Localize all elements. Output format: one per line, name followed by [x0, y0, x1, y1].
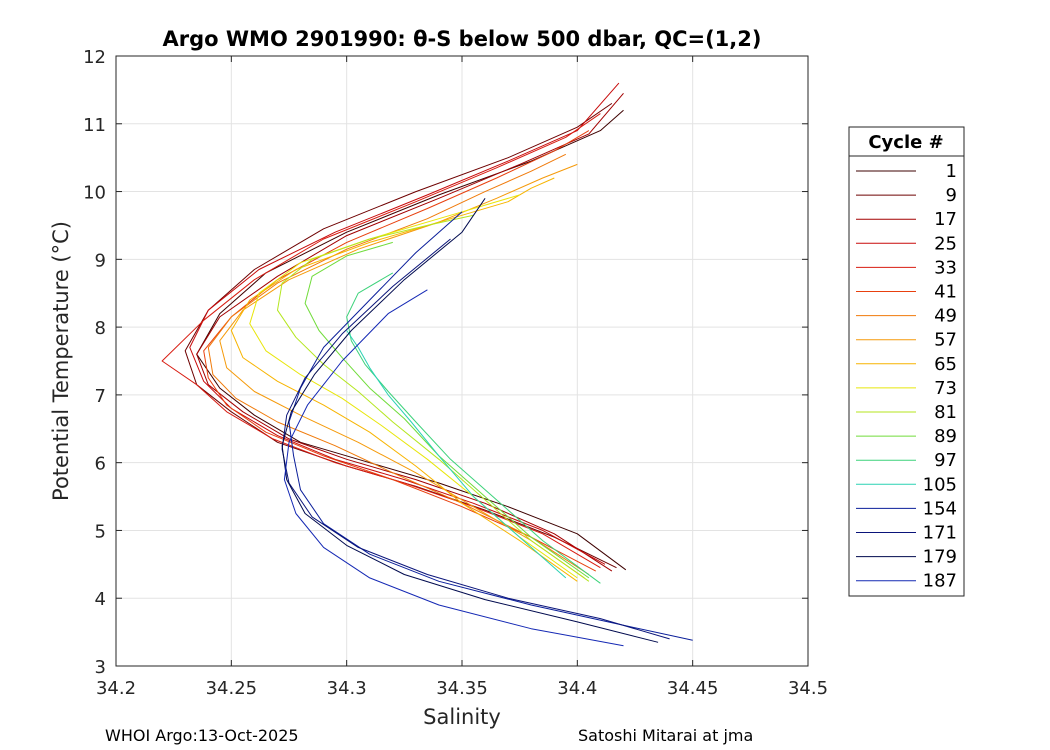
y-tick-label: 7	[95, 386, 106, 407]
chart-title: Argo WMO 2901990: θ-S below 500 dbar, QC…	[163, 27, 762, 51]
y-axis-label: Potential Temperature (°C)	[49, 221, 73, 501]
tick-layer: 34.2 34.25 34.3 34.35 34.4 34.45 34.5 3 4 5 6 7 8 9 10…	[83, 47, 828, 699]
series-line-cycle-65	[230, 177, 578, 582]
y-tick-label: 8	[95, 318, 106, 339]
legend-label-cycle-41: 41	[934, 282, 957, 303]
footer-credit-right: Satoshi Mitarai at jma	[578, 726, 753, 745]
x-tick-label: 34.4	[557, 678, 597, 699]
legend-label-cycle-33: 33	[934, 257, 957, 278]
legend-label-cycle-187: 187	[923, 571, 957, 592]
legend-label-cycle-17: 17	[934, 209, 957, 230]
series-layer	[161, 82, 693, 647]
x-tick-label: 34.25	[206, 678, 258, 699]
x-axis-label: Salinity	[423, 705, 501, 729]
legend-label-cycle-81: 81	[934, 402, 957, 423]
legend-label-cycle-89: 89	[934, 426, 957, 447]
series-line-cycle-1	[196, 109, 627, 571]
series-line-cycle-33	[161, 113, 601, 569]
y-tick-label: 11	[83, 115, 106, 136]
legend: Cycle # 1 9 17 25 33 41 49 57 65 73 81 89 97 105 154 17…	[848, 126, 965, 597]
legend-label-cycle-73: 73	[934, 378, 957, 399]
y-tick-label: 10	[83, 183, 106, 204]
series-line-cycle-179	[281, 198, 659, 643]
legend-label-cycle-57: 57	[934, 330, 957, 351]
legend-label-cycle-154: 154	[923, 498, 957, 519]
footer-credit-left: WHOI Argo:13-Oct-2025	[105, 726, 299, 745]
series-line-cycle-105	[346, 330, 567, 579]
series-line-cycle-49	[207, 153, 590, 575]
series-line-cycle-154	[288, 211, 693, 641]
series-line-cycle-73	[249, 194, 578, 579]
legend-box	[848, 126, 965, 597]
x-tick-label: 34.3	[327, 678, 367, 699]
series-line-cycle-187	[283, 289, 624, 647]
y-tick-label: 3	[95, 657, 106, 678]
legend-entries: 1 9 17 25 33 41 49 57 65 73 81 89 97 105 154 171 179 187	[856, 161, 957, 592]
series-line-cycle-81	[277, 214, 590, 582]
series-line-cycle-25	[189, 82, 620, 565]
y-tick-label: 12	[83, 47, 106, 68]
series-line-cycle-17	[196, 92, 624, 572]
x-tick-label: 34.45	[667, 678, 719, 699]
y-tick-label: 6	[95, 454, 106, 475]
legend-label-cycle-97: 97	[934, 450, 957, 471]
x-tick-label: 34.5	[788, 678, 828, 699]
legend-label-cycle-105: 105	[923, 474, 957, 495]
legend-label-cycle-1: 1	[946, 161, 957, 182]
x-tick-label: 34.2	[96, 678, 136, 699]
series-line-cycle-41	[203, 130, 597, 572]
y-tick-label: 5	[95, 521, 106, 542]
legend-label-cycle-49: 49	[934, 306, 957, 327]
series-line-cycle-89	[304, 241, 590, 579]
x-tick-label: 34.35	[436, 678, 488, 699]
legend-title: Cycle #	[868, 132, 943, 153]
legend-label-cycle-25: 25	[934, 233, 957, 254]
series-line-cycle-97	[346, 272, 601, 584]
legend-label-cycle-171: 171	[923, 523, 957, 544]
legend-label-cycle-9: 9	[946, 185, 957, 206]
y-tick-label: 4	[95, 589, 106, 610]
y-tick-label: 9	[95, 250, 106, 271]
legend-label-cycle-179: 179	[923, 547, 957, 568]
legend-label-cycle-65: 65	[934, 354, 957, 375]
